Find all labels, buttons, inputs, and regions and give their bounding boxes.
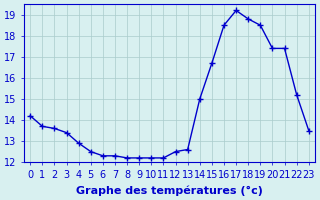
X-axis label: Graphe des températures (°c): Graphe des températures (°c) [76,185,263,196]
